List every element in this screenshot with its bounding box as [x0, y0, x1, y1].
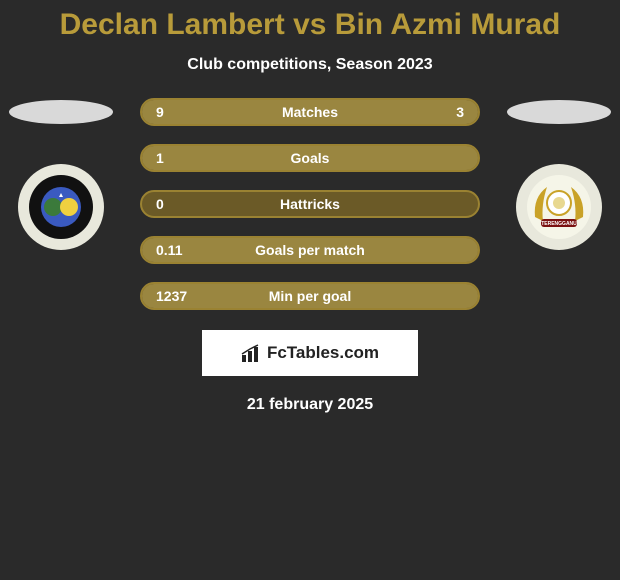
title-player-left: Declan Lambert [60, 8, 285, 41]
stat-label: Min per goal [269, 288, 351, 304]
brand-chart-icon [241, 343, 263, 363]
club-badge-left-inner [29, 175, 93, 239]
right-column: TERENGGANU [504, 98, 614, 250]
stat-bar: 1237 Min per goal [140, 282, 480, 310]
stat-bar: 9 Matches 3 [140, 98, 480, 126]
stat-value-left: 1237 [156, 288, 187, 304]
brand-box: FcTables.com [202, 330, 418, 376]
club-crest-left-icon [33, 179, 89, 235]
player-ellipse-left [9, 100, 113, 124]
stat-bar: 1 Goals [140, 144, 480, 172]
left-column [6, 98, 116, 250]
page-title: Declan Lambert vs Bin Azmi Murad [0, 8, 620, 42]
stat-label: Matches [282, 104, 338, 120]
stat-value-left: 0.11 [156, 242, 182, 258]
stat-bar: 0.11 Goals per match [140, 236, 480, 264]
player-ellipse-right [507, 100, 611, 124]
stat-value-right: 3 [456, 104, 464, 120]
stat-label: Hattricks [280, 196, 340, 212]
stat-value-left: 1 [156, 150, 164, 166]
main-row: 9 Matches 3 1 Goals 0 Hattricks 0.11 Goals per m… [0, 98, 620, 310]
date-label: 21 february 2025 [0, 396, 620, 414]
stats-list: 9 Matches 3 1 Goals 0 Hattricks 0.11 Goals per m… [140, 98, 480, 310]
stat-fill-left [142, 100, 394, 124]
stat-label: Goals [291, 150, 330, 166]
infographic-container: Declan Lambert vs Bin Azmi Murad Club co… [0, 0, 620, 414]
club-badge-left [18, 164, 104, 250]
stat-value-left: 9 [156, 104, 164, 120]
stat-label: Goals per match [255, 242, 365, 258]
stat-value-left: 0 [156, 196, 164, 212]
brand-text: FcTables.com [267, 343, 379, 363]
stat-fill-right [394, 100, 478, 124]
club-badge-right: TERENGGANU [516, 164, 602, 250]
club-badge-right-inner: TERENGGANU [527, 175, 591, 239]
stat-bar: 0 Hattricks [140, 190, 480, 218]
svg-text:TERENGGANU: TERENGGANU [541, 221, 577, 227]
title-player-right: Bin Azmi Murad [335, 8, 561, 41]
club-crest-right-icon: TERENGGANU [527, 175, 591, 239]
title-vs: vs [293, 8, 335, 41]
subtitle: Club competitions, Season 2023 [0, 56, 620, 74]
